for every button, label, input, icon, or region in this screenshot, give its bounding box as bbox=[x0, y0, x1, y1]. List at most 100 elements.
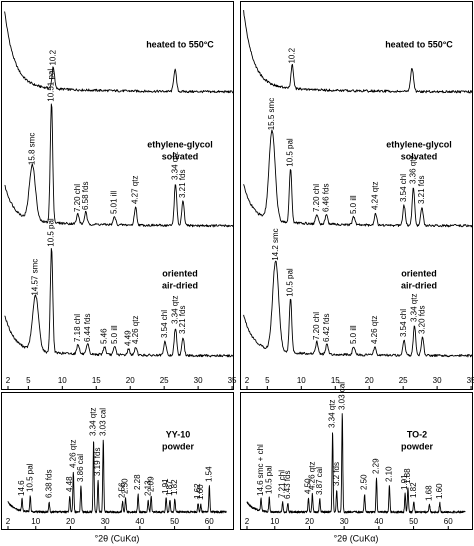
x-tick-label: 25 bbox=[399, 376, 408, 385]
x-tick-label: 20 bbox=[305, 517, 314, 526]
peak-label: 3.54 chl bbox=[399, 174, 408, 202]
panel-frame bbox=[1, 1, 234, 390]
peak-label: 1.91 bbox=[400, 474, 409, 490]
peak-label: 3.2 fds bbox=[332, 462, 341, 486]
x-tick-label: 40 bbox=[135, 517, 144, 526]
peak-label: 10.5 pal bbox=[286, 138, 295, 167]
peak-label: 4.26 qtz bbox=[131, 316, 140, 344]
peak-label: 10.2 bbox=[48, 49, 57, 65]
sample-label: powder bbox=[162, 441, 194, 451]
x-tick-label: 2 bbox=[245, 376, 250, 385]
peak-label: 3.34 qtz bbox=[410, 294, 419, 322]
panel-frame bbox=[240, 1, 473, 390]
peak-label: 3.87 cal bbox=[315, 467, 324, 495]
peak-label: 1.62 bbox=[193, 483, 202, 499]
peak-label: 5.0 ill bbox=[110, 325, 119, 344]
peak-label: 6.38 fds bbox=[44, 470, 53, 498]
x-tick-label: 15 bbox=[331, 376, 340, 385]
peak-label: 14.6 bbox=[17, 480, 26, 496]
peak-label: 5.0 ill bbox=[349, 325, 358, 344]
x-axis-label: °2θ (CuKα) bbox=[95, 533, 140, 543]
x-tick-label: 5 bbox=[26, 376, 31, 385]
diffractogram bbox=[243, 129, 473, 228]
peak-label: 1.54 bbox=[204, 466, 213, 482]
peak-label: 3.34 qtz bbox=[171, 296, 180, 324]
x-tick-label: 20 bbox=[126, 376, 135, 385]
peak-label: 1.60 bbox=[196, 484, 205, 500]
diffractogram bbox=[4, 11, 234, 94]
x-tick-label: 2 bbox=[6, 376, 11, 385]
peak-label: 2.56 bbox=[118, 482, 127, 498]
peak-label: 4.24 qtz bbox=[371, 182, 380, 210]
peak-label: 10.5 pal bbox=[264, 465, 273, 494]
x-tick-label: 5 bbox=[265, 376, 270, 385]
peak-label: 2.28 bbox=[133, 474, 142, 490]
peak-label: 1.60 bbox=[435, 483, 444, 499]
peak-label: 4.27 qtz bbox=[131, 176, 140, 204]
peak-label: 3.03 cal bbox=[98, 408, 107, 436]
peak-label: 1.82 bbox=[409, 482, 418, 498]
peak-label: 2.50 bbox=[360, 474, 369, 490]
peak-label: 2.10 bbox=[385, 466, 394, 482]
diffractogram bbox=[246, 413, 466, 514]
x-tick-label: 10 bbox=[31, 517, 40, 526]
peak-label: 7.20 chl bbox=[312, 184, 321, 212]
trace-label: oriented bbox=[162, 268, 198, 278]
peak-label: 7.18 chl bbox=[73, 314, 82, 342]
peak-label: 14.57 smc bbox=[31, 259, 40, 296]
peak-label: 2.29 bbox=[372, 458, 381, 474]
peak-label: 15.5 smc bbox=[267, 98, 276, 130]
peak-label: 2.13 bbox=[143, 480, 152, 496]
diffractogram bbox=[4, 103, 234, 228]
peak-label: 5.01 ill bbox=[110, 191, 119, 214]
peak-label: 1.91 bbox=[161, 478, 170, 494]
peak-label: 10.2 bbox=[287, 47, 296, 63]
x-tick-label: 50 bbox=[170, 517, 179, 526]
x-tick-label: 35 bbox=[467, 376, 474, 385]
peak-label: 3.21 fds bbox=[178, 170, 187, 198]
x-tick-label: 10 bbox=[270, 517, 279, 526]
x-tick-label: 60 bbox=[205, 517, 214, 526]
peak-label: 3.34 qtz bbox=[171, 152, 180, 180]
diffractogram bbox=[243, 10, 473, 94]
peak-label: 1.88 bbox=[403, 468, 412, 484]
x-tick-label: 30 bbox=[340, 517, 349, 526]
x-tick-label: 60 bbox=[444, 517, 453, 526]
trace-label: ethylene-glycol bbox=[386, 139, 452, 149]
trace-label: ethylene-glycol bbox=[147, 139, 213, 149]
x-tick-label: 2 bbox=[6, 517, 11, 526]
panel-frame bbox=[240, 392, 473, 530]
peak-label: 3.36 qtz bbox=[409, 156, 418, 184]
peak-label: 14.2 smc bbox=[271, 228, 280, 260]
diffractogram bbox=[7, 439, 227, 514]
trace-label: air-dried bbox=[162, 280, 198, 290]
peak-label: 4.26 qtz bbox=[370, 316, 379, 344]
peak-label: 6.42 fds bbox=[322, 314, 331, 342]
peak-label: 6.58 fds bbox=[81, 182, 90, 210]
peak-label: 3.54 chl bbox=[399, 309, 408, 337]
sample-label: TO-2 bbox=[407, 429, 427, 439]
peak-label: 5.0 ill bbox=[349, 195, 358, 214]
x-tick-label: 25 bbox=[160, 376, 169, 385]
panel-frame bbox=[1, 392, 234, 530]
peak-label: 7.20 chl bbox=[73, 184, 82, 212]
x-tick-label: 30 bbox=[194, 376, 203, 385]
x-tick-label: 15 bbox=[92, 376, 101, 385]
peak-label: 4.48 bbox=[65, 476, 74, 492]
peak-label: 3.20 fds bbox=[418, 306, 427, 334]
peak-label: 3.03 cal bbox=[337, 382, 346, 410]
trace-label: solvated bbox=[162, 151, 199, 161]
sample-label: powder bbox=[401, 441, 433, 451]
diffractogram bbox=[243, 260, 473, 358]
peak-label: 2.09 bbox=[146, 476, 155, 492]
diffractogram bbox=[4, 247, 234, 358]
trace-label: heated to 550°C bbox=[385, 39, 453, 49]
peak-label: 3.34 qtz bbox=[89, 408, 98, 436]
x-tick-label: 20 bbox=[365, 376, 374, 385]
trace-label: oriented bbox=[401, 268, 437, 278]
peak-label: 3.19 fds bbox=[93, 448, 102, 476]
trace-label: solvated bbox=[401, 151, 438, 161]
peak-label: 5.46 bbox=[100, 328, 109, 344]
peak-label: 4.50 bbox=[304, 478, 313, 494]
